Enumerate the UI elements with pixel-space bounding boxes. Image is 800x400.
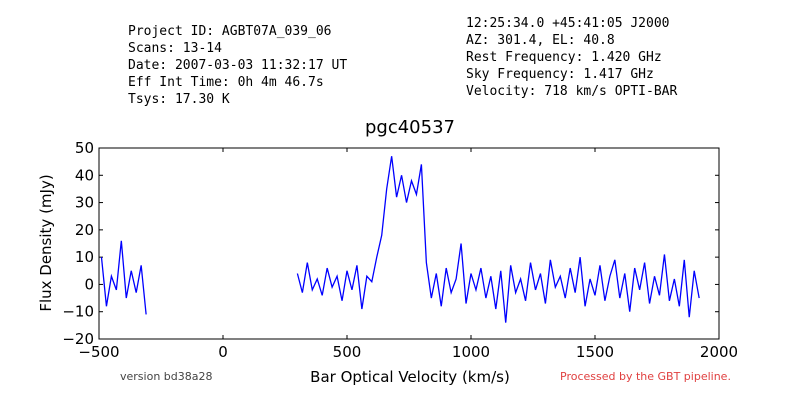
y-tick-label: 30	[75, 194, 94, 212]
spectrum-line	[100, 156, 700, 323]
x-tick-label: −500	[78, 343, 119, 361]
y-tick-label: −20	[62, 330, 94, 348]
y-tick-label: 0	[84, 275, 94, 293]
plot-frame	[98, 147, 720, 340]
footer-pipeline: Processed by the GBT pipeline.	[560, 370, 731, 383]
info-line: Tsys: 17.30 K	[128, 92, 230, 107]
info-line: Date: 2007-03-03 11:32:17 UT	[128, 58, 347, 73]
x-tick-label: 500	[333, 343, 362, 361]
info-line: Scans: 13-14	[128, 41, 222, 56]
x-tick-label: 0	[218, 343, 228, 361]
y-tick-label: 40	[75, 166, 94, 184]
y-tick-label: 10	[75, 248, 94, 266]
info-line: Velocity: 718 km/s OPTI-BAR	[466, 84, 677, 99]
x-axis-label: Bar Optical Velocity (km/s)	[310, 368, 510, 386]
x-tick-label: 1500	[576, 343, 614, 361]
info-line: Sky Frequency: 1.417 GHz	[466, 67, 654, 82]
chart-title: pgc40537	[365, 117, 455, 138]
info-line: Rest Frequency: 1.420 GHz	[466, 50, 662, 65]
footer-version: version bd38a28	[120, 370, 213, 383]
x-tick-label: 2000	[700, 343, 738, 361]
info-line: Eff Int Time: 0h 4m 46.7s	[128, 75, 324, 90]
y-tick-label: 20	[75, 221, 94, 239]
y-tick-label: 50	[75, 139, 94, 157]
y-axis-label: Flux Density (mJy)	[37, 174, 55, 311]
info-line: 12:25:34.0 +45:41:05 J2000	[466, 16, 670, 31]
x-tick-label: 1000	[452, 343, 490, 361]
info-line: Project ID: AGBT07A_039_06	[128, 24, 332, 39]
y-tick-label: −10	[62, 303, 94, 321]
info-line: AZ: 301.4, EL: 40.8	[466, 33, 615, 48]
